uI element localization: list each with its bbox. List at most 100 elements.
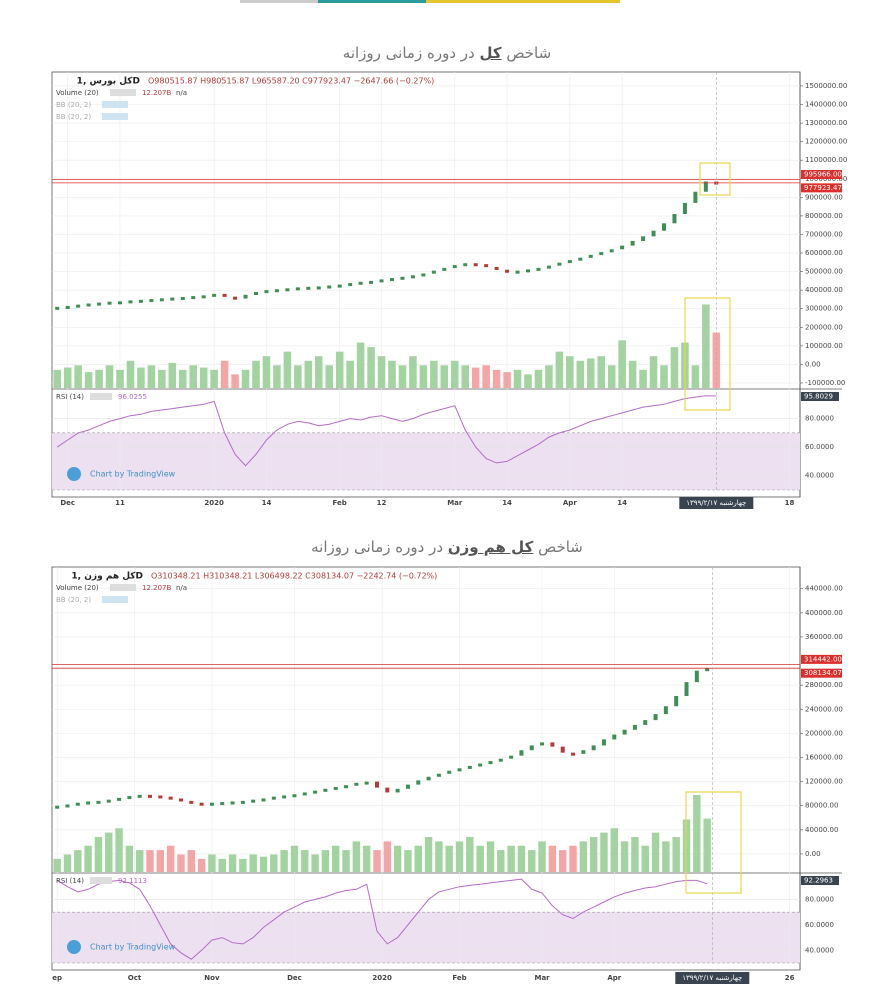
candle <box>536 267 541 271</box>
volume-bar <box>166 845 175 872</box>
volume-bar <box>283 351 292 388</box>
volume-bar <box>135 850 144 872</box>
x-tick-label: 14 <box>502 499 512 507</box>
candle <box>313 790 318 794</box>
volume-bar <box>218 858 226 872</box>
candle <box>620 245 625 250</box>
top-strip <box>426 0 620 3</box>
volume-bar <box>610 828 619 872</box>
rsi-value-label: 92.2963 <box>804 877 833 885</box>
volume-bar <box>507 845 515 872</box>
candle <box>467 765 472 769</box>
candle <box>581 750 586 754</box>
volume-last: 12.207B <box>142 584 171 592</box>
volume-bar <box>482 365 490 388</box>
x-tick-label: Mar <box>447 499 463 507</box>
volume-bar <box>53 369 61 388</box>
top-strip <box>240 0 318 3</box>
candle <box>641 236 646 241</box>
volume-bar <box>419 365 428 388</box>
x-tick-label: Apr <box>563 499 577 507</box>
volume-bar <box>503 372 511 388</box>
volume-bar <box>179 369 187 388</box>
rsi-header-value: 92.1113 <box>118 877 147 885</box>
volume-bar <box>304 360 313 388</box>
candle <box>191 296 196 300</box>
watermark: Chart by TradingView <box>90 470 176 479</box>
candle <box>76 304 81 308</box>
candle <box>127 796 132 800</box>
price-label-box <box>801 170 842 180</box>
x-tick-label: Mar <box>534 974 550 982</box>
volume-bar <box>342 850 350 872</box>
candle <box>55 805 60 809</box>
volume-bar <box>311 854 319 872</box>
volume-bar <box>660 365 668 388</box>
candle <box>159 298 164 302</box>
candle <box>452 265 457 269</box>
price-label: 308134.07 <box>804 669 842 677</box>
volume-bar <box>137 367 145 388</box>
candle <box>447 770 452 774</box>
price-label-box <box>801 654 842 664</box>
candle <box>243 294 248 299</box>
candle <box>519 750 524 756</box>
volume-bar <box>367 347 375 388</box>
icon-box <box>90 877 112 884</box>
y-tick-label: 400000.00 <box>805 609 843 617</box>
volume-bar <box>641 845 649 872</box>
y-tick-label: 360000.00 <box>805 633 843 641</box>
volume-bar <box>280 850 288 872</box>
y-tick-label: 1100000.00 <box>805 156 847 164</box>
candle <box>478 763 483 767</box>
candle <box>410 275 415 279</box>
volume-bar <box>597 356 605 388</box>
volume-bar <box>492 369 501 388</box>
volume-bar <box>105 365 114 388</box>
price-label-box <box>801 668 842 678</box>
volume-bar <box>409 356 417 388</box>
volume-bar <box>373 850 381 872</box>
candle <box>168 796 173 800</box>
volume-bar <box>252 360 260 388</box>
candle <box>75 802 80 806</box>
volume-bar <box>94 837 103 872</box>
candle <box>128 300 133 304</box>
candle <box>505 269 510 273</box>
x-tick-label: ep <box>52 974 62 982</box>
volume-bar <box>662 841 670 872</box>
rsi-value-box <box>801 392 839 401</box>
y-tick-label: 200000.00 <box>805 729 843 737</box>
price-label-box <box>801 183 842 193</box>
icon-box <box>102 113 128 120</box>
volume-bar <box>513 369 522 388</box>
volume-bar <box>538 841 546 872</box>
icon-box <box>110 89 136 96</box>
candle <box>494 266 499 270</box>
watermark-icon <box>67 467 81 481</box>
candle <box>622 729 627 735</box>
candle <box>137 794 142 798</box>
volume-bar <box>393 845 402 872</box>
title-part: کل هم وزن <box>447 538 534 556</box>
volume-bar <box>672 837 680 872</box>
volume-bar <box>703 818 711 872</box>
volume-bar <box>398 365 407 388</box>
candle <box>488 761 493 765</box>
volume-bar <box>335 351 344 388</box>
candle <box>86 303 91 307</box>
indicator-name: BB (20, 2) <box>56 101 91 109</box>
y-tick-label: 200000.00 <box>805 323 843 331</box>
volume-bar <box>126 360 135 388</box>
candle <box>316 286 321 290</box>
symbol: کل هم وزن ,1D <box>71 572 143 582</box>
volume-bar <box>332 845 340 872</box>
y-tick-label: 1200000.00 <box>805 138 847 146</box>
volume-bar <box>569 845 577 872</box>
x-tick-label: 18 <box>785 499 795 507</box>
y-tick-label: -100000.00 <box>805 379 845 387</box>
candle <box>684 682 689 696</box>
candle <box>390 278 394 282</box>
volume-bar <box>435 841 443 872</box>
candle <box>672 214 677 224</box>
